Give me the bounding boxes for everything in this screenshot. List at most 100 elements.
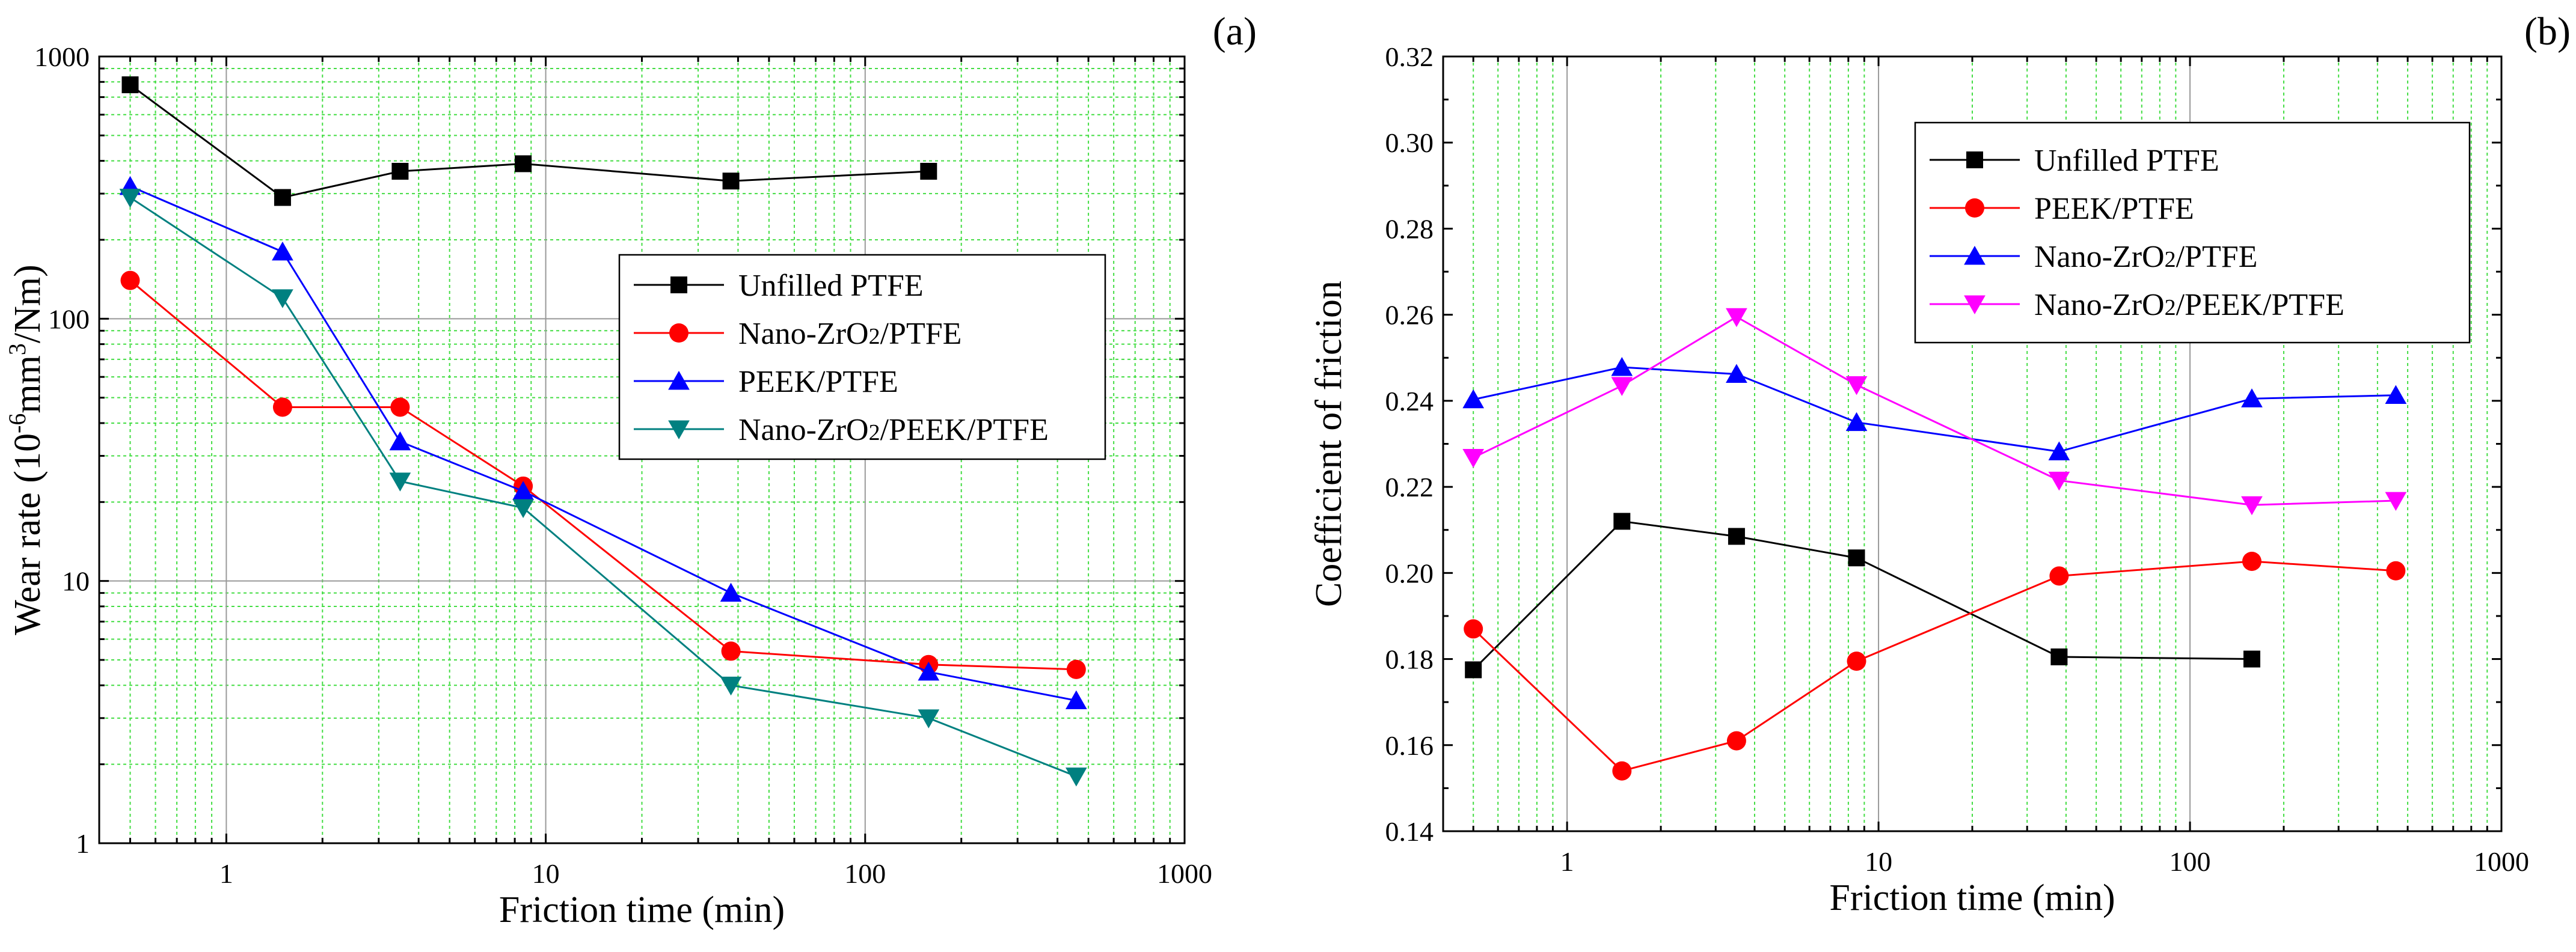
data-point xyxy=(2386,561,2406,581)
data-point xyxy=(2048,441,2070,460)
data-point xyxy=(720,582,742,602)
y-tick-label: 0.14 xyxy=(1385,816,1434,847)
legend-text-part: Nano-ZrO xyxy=(2034,288,2165,322)
data-point xyxy=(1612,761,1632,781)
legend-text-subscript: 2 xyxy=(869,420,880,445)
legend-marker xyxy=(670,276,687,293)
legend-text-part: /PEEK/PTFE xyxy=(2176,288,2344,322)
y-axis-title-part: mm xyxy=(7,355,48,413)
data-point xyxy=(272,397,292,417)
series-nano-zro2-ptfe xyxy=(1462,357,2407,460)
data-point xyxy=(1464,619,1483,639)
legend-marker xyxy=(668,420,690,439)
legend-marker xyxy=(668,371,690,390)
data-point xyxy=(1611,377,1633,396)
legend-text-part: Unfilled PTFE xyxy=(2034,144,2219,178)
data-point xyxy=(722,172,740,190)
data-point xyxy=(2049,566,2069,586)
data-point xyxy=(1726,731,1746,751)
series-unfilled-ptfe xyxy=(1465,513,2260,679)
data-point xyxy=(512,481,534,500)
data-point xyxy=(2241,496,2263,516)
data-point xyxy=(272,289,293,308)
data-point xyxy=(120,270,140,290)
data-point xyxy=(2050,648,2068,665)
y-axis-title-superscript: 3 xyxy=(4,343,31,355)
legend-text-part: /PTFE xyxy=(880,317,962,351)
legend-marker xyxy=(669,323,688,343)
y-tick-label: 0.22 xyxy=(1385,472,1434,502)
data-point xyxy=(1611,357,1633,376)
legend-marker xyxy=(1964,246,1986,265)
legend-text-subscript: 2 xyxy=(2165,295,2176,320)
legend-marker xyxy=(1966,151,1983,168)
y-tick-label: 10 xyxy=(62,566,90,597)
data-point xyxy=(2241,388,2263,407)
data-point xyxy=(918,709,940,728)
y-tick-label: 0.20 xyxy=(1385,558,1434,588)
legend-text-part: /PEEK/PTFE xyxy=(880,413,1049,447)
series-line xyxy=(1473,316,2396,506)
data-point xyxy=(389,431,411,451)
data-point xyxy=(2385,492,2407,511)
y-tick-label: 0.26 xyxy=(1385,300,1434,331)
legend-text-part: /PTFE xyxy=(2176,240,2258,274)
y-tick-label: 0.24 xyxy=(1385,386,1434,416)
legend-label: PEEK/PTFE xyxy=(738,365,898,399)
legend-text-part: Nano-ZrO xyxy=(2034,240,2165,274)
legend-text-part: PEEK/PTFE xyxy=(2034,192,2194,226)
data-point xyxy=(1462,389,1485,409)
x-tick-label: 100 xyxy=(844,858,886,889)
data-point xyxy=(1613,513,1631,530)
x-tick-label: 100 xyxy=(2170,846,2211,877)
legend-text-part: Nano-ZrO xyxy=(738,317,869,351)
data-point xyxy=(2243,650,2260,668)
data-point xyxy=(1465,661,1482,679)
panel-label: (b) xyxy=(2524,10,2571,53)
x-axis-title: Friction time (min) xyxy=(499,889,785,930)
panel-label: (a) xyxy=(1213,10,1257,53)
legend-text-part: PEEK/PTFE xyxy=(738,365,898,399)
data-point xyxy=(1066,690,1087,710)
data-point xyxy=(391,162,409,180)
chart-panel-b: 1 10 100 1000 0.14 0.16 0.18 0.20 0.22 0.24 0.26 0.… xyxy=(1308,10,2571,918)
x-tick-label: 10 xyxy=(1865,846,1892,877)
x-tick-label: 1000 xyxy=(1157,858,1212,889)
y-axis-title: Wear rate (10-6mm3/Nm) xyxy=(4,264,48,635)
y-tick-label: 0.28 xyxy=(1385,213,1434,244)
y-tick-label: 0.16 xyxy=(1385,730,1434,761)
x-tick-label: 1 xyxy=(219,858,233,889)
y-axis-title: Coefficient of friction xyxy=(1308,281,1349,607)
legend-label: Nano-ZrO2/PEEK/PTFE xyxy=(2034,288,2344,322)
y-tick-label: 100 xyxy=(48,304,90,334)
data-point xyxy=(272,241,293,261)
chart-panel-a: 1 10 100 1000 1 10 100 1000 Friction time (min) W… xyxy=(4,10,1257,930)
series-unfilled-ptfe xyxy=(121,76,937,206)
series-line xyxy=(1473,366,2396,453)
data-point xyxy=(1845,376,1868,395)
legend: Unfilled PTFE PEEK/PTFE Nano-ZrO2/PTFE Nano… xyxy=(1914,121,2471,344)
legend: Unfilled PTFENano-ZrO2/PTFEPEEK/PTFENano… xyxy=(618,254,1106,460)
legend-label: Unfilled PTFE xyxy=(738,269,924,303)
data-point xyxy=(1462,448,1485,468)
data-point xyxy=(512,499,534,519)
data-point xyxy=(121,76,139,94)
legend-marker xyxy=(1964,295,1986,314)
x-tick-label: 10 xyxy=(532,858,560,889)
series-peek-ptfe xyxy=(1464,551,2406,781)
legend-text-part: Nano-ZrO xyxy=(738,413,869,447)
legend-label: Nano-ZrO2/PEEK/PTFE xyxy=(738,413,1049,447)
y-axis-title-superscript: -6 xyxy=(4,413,31,433)
data-point xyxy=(515,155,532,172)
data-point xyxy=(918,661,940,681)
x-tick-label: 1 xyxy=(1560,846,1574,877)
legend-label: PEEK/PTFE xyxy=(2034,192,2194,226)
y-tick-label: 1 xyxy=(76,828,90,859)
x-tick-label: 1000 xyxy=(2474,846,2529,877)
legend-marker xyxy=(1965,198,1984,218)
data-point xyxy=(390,397,410,417)
x-axis-title: Friction time (min) xyxy=(1829,877,2115,918)
data-point xyxy=(1728,528,1745,545)
data-point xyxy=(1066,659,1086,679)
